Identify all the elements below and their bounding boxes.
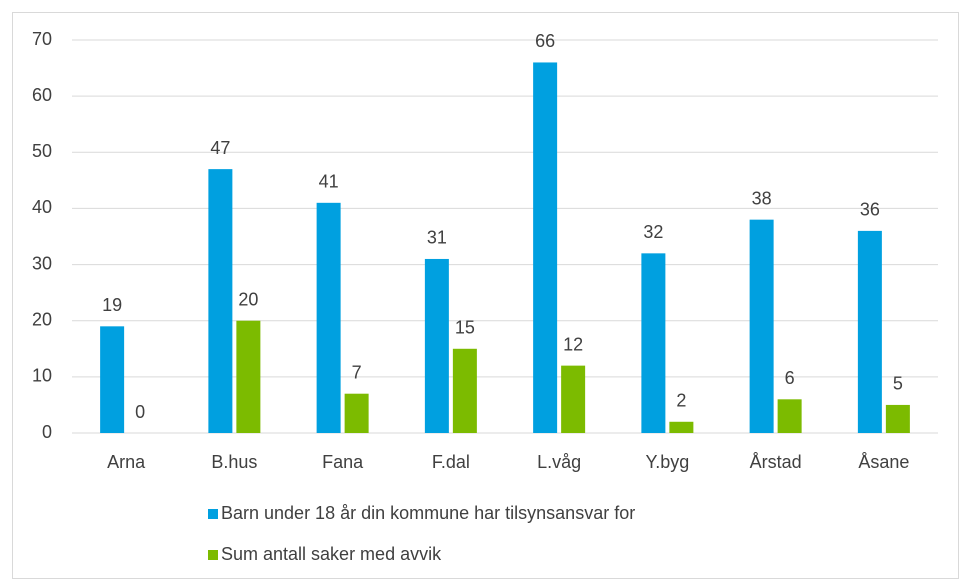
legend-swatch xyxy=(208,550,218,560)
x-tick-label: F.dal xyxy=(432,452,470,472)
data-label: 0 xyxy=(135,402,145,422)
bar xyxy=(777,399,802,433)
data-label: 5 xyxy=(893,374,903,394)
data-label: 36 xyxy=(860,200,880,220)
y-tick-label: 30 xyxy=(32,253,52,273)
x-tick-label: B.hus xyxy=(211,452,257,472)
bar xyxy=(533,62,558,433)
legend-label: Barn under 18 år din kommune har tilsyns… xyxy=(221,503,635,523)
y-tick-label: 10 xyxy=(32,366,52,386)
bar xyxy=(669,421,694,433)
y-tick-label: 40 xyxy=(32,197,52,217)
x-tick-label: Fana xyxy=(322,452,364,472)
bar xyxy=(424,258,449,433)
y-tick-label: 0 xyxy=(42,422,52,442)
bar xyxy=(344,393,369,433)
y-tick-label: 20 xyxy=(32,309,52,329)
y-tick-label: 70 xyxy=(32,29,52,49)
data-label: 2 xyxy=(676,391,686,411)
data-label: 19 xyxy=(102,295,122,315)
data-label: 31 xyxy=(427,228,447,248)
y-tick-label: 50 xyxy=(32,141,52,161)
bar xyxy=(100,326,125,433)
bar xyxy=(749,219,774,433)
bar xyxy=(316,202,341,433)
data-label: 66 xyxy=(535,31,555,51)
x-tick-label: Åsane xyxy=(858,452,909,472)
data-label: 7 xyxy=(352,362,362,382)
chart-border xyxy=(12,12,959,579)
legend-swatch xyxy=(208,509,218,519)
bar xyxy=(885,404,910,433)
bar xyxy=(452,348,477,433)
data-label: 32 xyxy=(643,222,663,242)
bar xyxy=(208,169,233,433)
x-tick-label: Y.byg xyxy=(646,452,690,472)
data-label: 47 xyxy=(210,138,230,158)
x-tick-label: L.våg xyxy=(537,452,581,472)
data-label: 15 xyxy=(455,318,475,338)
legend-label: Sum antall saker med avvik xyxy=(221,544,442,564)
x-tick-label: Arna xyxy=(107,452,146,472)
bar xyxy=(561,365,586,433)
y-tick-label: 60 xyxy=(32,85,52,105)
data-label: 12 xyxy=(563,334,583,354)
data-label: 38 xyxy=(752,188,772,208)
data-label: 41 xyxy=(319,172,339,192)
data-label: 6 xyxy=(785,368,795,388)
bar xyxy=(857,230,882,433)
bar xyxy=(641,253,666,433)
x-tick-label: Årstad xyxy=(750,452,802,472)
data-label: 20 xyxy=(238,289,258,309)
bar xyxy=(236,320,261,433)
